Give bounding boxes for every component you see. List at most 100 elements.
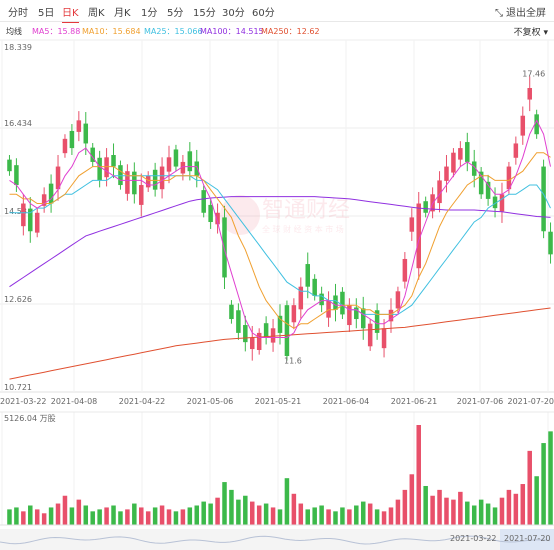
volume-bar <box>423 485 428 525</box>
tab-1[interactable]: 5日 <box>38 8 55 19</box>
candle-body <box>236 310 241 333</box>
volume-bar <box>104 507 109 525</box>
tab-9[interactable]: 60分 <box>252 8 275 19</box>
x-tick-label: 2021-05-21 <box>255 397 302 406</box>
candle-body <box>347 305 352 326</box>
exit-fullscreen-button[interactable]: ⤡ 退出全屏 <box>492 4 546 19</box>
tab-2[interactable]: 日K <box>62 4 79 23</box>
candle-body <box>506 166 512 190</box>
candle-body <box>444 166 449 181</box>
volume-bar <box>388 507 394 525</box>
candle-body <box>34 212 40 233</box>
x-tick-label: 2021-03-22 <box>0 397 47 406</box>
ma5-line <box>9 119 551 338</box>
volume-bar <box>527 450 532 525</box>
volume-bar <box>548 431 553 525</box>
volume-bar <box>437 489 442 525</box>
candle-body <box>187 151 193 172</box>
tabs-divider <box>0 21 554 22</box>
candle-body <box>201 190 206 213</box>
navigator-window[interactable] <box>500 529 554 550</box>
candle-body <box>229 304 234 320</box>
candle-body <box>76 120 82 132</box>
volume-bar <box>69 507 75 525</box>
ma-legend-item: MA100：14.515 <box>200 27 264 36</box>
volume-bar <box>270 507 276 525</box>
candle-body <box>395 291 401 309</box>
candle-body <box>513 143 519 158</box>
candle-body <box>159 166 165 190</box>
volume-bar <box>465 501 470 525</box>
candle-body <box>381 328 387 349</box>
candle-body <box>298 286 304 310</box>
y-tick-label: 18.339 <box>4 43 32 52</box>
candle-body <box>402 258 408 282</box>
volume-bar <box>312 507 317 525</box>
candle-body <box>416 203 421 269</box>
tab-6[interactable]: 5分 <box>167 8 184 19</box>
volume-bar <box>284 478 290 525</box>
ma25-line <box>9 175 551 315</box>
tab-5[interactable]: 1分 <box>141 8 158 19</box>
volume-bar <box>76 499 82 525</box>
candle-body <box>222 217 227 278</box>
candle-body <box>249 337 255 350</box>
x-tick-label: 2021-04-22 <box>119 397 166 406</box>
candle-body <box>458 148 463 160</box>
tab-4[interactable]: 月K <box>114 8 131 19</box>
candle-body <box>270 328 276 343</box>
volume-bar <box>236 499 241 525</box>
volume-bar <box>430 495 435 525</box>
candle-body <box>423 201 428 213</box>
volume-bar <box>34 509 40 525</box>
x-tick-label: 2021-04-08 <box>51 397 98 406</box>
volume-bar <box>499 497 505 525</box>
candle-body <box>360 308 366 329</box>
navigator-line <box>0 535 551 545</box>
volume-bar <box>478 499 484 525</box>
tab-0[interactable]: 分时 <box>8 8 28 19</box>
candle-body <box>284 305 290 357</box>
candle-body <box>7 159 12 172</box>
candle-body <box>485 181 491 199</box>
volume-bar <box>319 505 324 525</box>
tab-8[interactable]: 30分 <box>222 8 245 19</box>
candle-body <box>194 161 200 176</box>
volume-bar <box>125 509 130 525</box>
volume-bar <box>458 491 463 525</box>
low-annotation: 11.6 <box>284 356 302 365</box>
ma-legend: 均线 MA5：15.88 MA10：15.684 MA25：15.066 MA100：1… <box>0 26 554 40</box>
tab-7[interactable]: 15分 <box>193 8 216 19</box>
volume-bar <box>354 505 359 525</box>
candle-body <box>478 171 484 195</box>
candles <box>7 76 553 361</box>
x-tick-label: 2021-07-06 <box>457 397 504 406</box>
volume-bar <box>298 503 304 525</box>
volume-bar <box>90 511 95 525</box>
exit-fullscreen-icon: ⤡ <box>495 8 503 19</box>
volume-bar <box>506 489 512 525</box>
candle-body <box>354 307 359 320</box>
tab-3[interactable]: 周K <box>88 8 105 19</box>
adjust-select[interactable]: 不复权 ▾ <box>514 25 548 38</box>
candle-body <box>28 208 33 232</box>
watermark-subtitle: 全 球 财 经 资 本 市 场 <box>262 224 344 234</box>
volume-bar <box>256 505 262 525</box>
volume-bar <box>173 511 179 525</box>
ma-legend-item: MA250：12.62 <box>261 27 320 36</box>
volume-bar <box>347 509 352 525</box>
candle-body <box>520 115 526 136</box>
navigator[interactable] <box>0 529 554 550</box>
candle-body <box>319 293 324 306</box>
volume-bar <box>166 509 172 525</box>
candle-body <box>263 323 269 338</box>
candle-body <box>312 278 317 296</box>
candle-body <box>104 157 109 178</box>
ma-legend-item: MA10：15.684 <box>82 27 141 36</box>
candle-body <box>388 309 394 322</box>
volume-bar <box>451 499 456 525</box>
candle-body <box>208 204 213 223</box>
volume-bar <box>62 495 68 525</box>
volume-bar <box>159 505 165 525</box>
